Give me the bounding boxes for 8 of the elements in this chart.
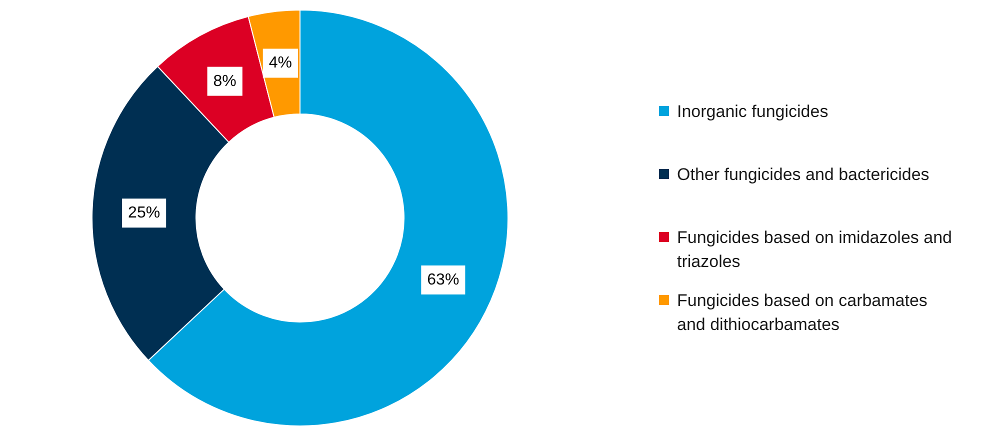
- legend-label: Inorganic fungicides: [677, 102, 828, 120]
- data-label: 25%: [128, 204, 160, 222]
- data-label: 4%: [268, 54, 292, 72]
- legend-label: Other fungicides and bactericides: [677, 164, 930, 184]
- legend-label: Fungicides based on imidazoles and triazoles: [677, 228, 952, 270]
- data-label: 63%: [427, 271, 460, 288]
- legend-label: Fungicides based on carbamates and dithiocarbamates: [677, 290, 928, 334]
- data-label: 8%: [213, 72, 236, 90]
